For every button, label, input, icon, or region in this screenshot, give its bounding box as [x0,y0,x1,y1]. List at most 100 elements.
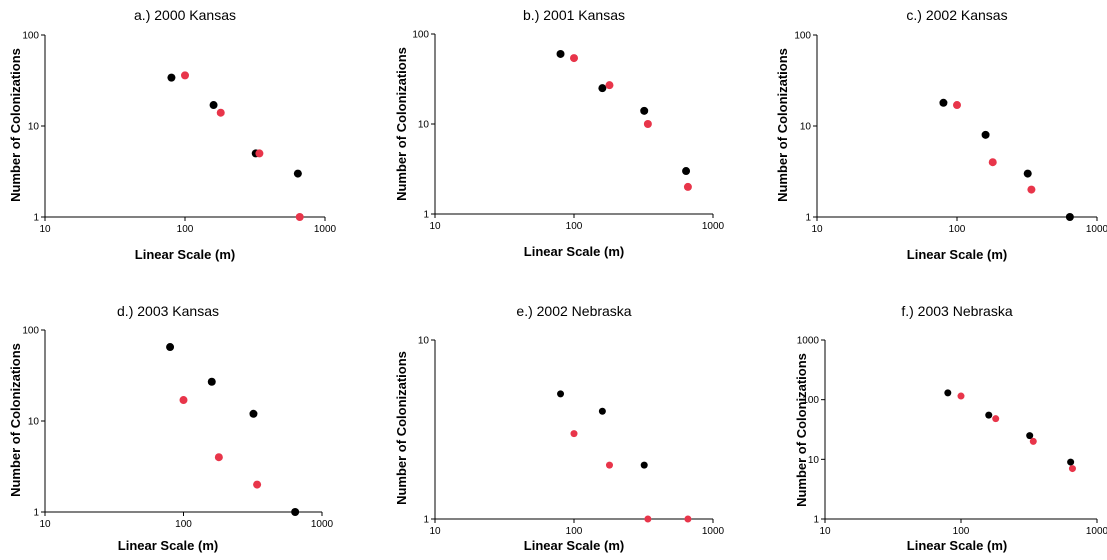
y-tick-label: 10 [808,455,820,466]
data-point-red [295,213,304,221]
data-point-red [214,453,223,462]
data-point-black [598,84,607,93]
data-point-red [1029,437,1037,445]
data-point-black [682,167,691,176]
data-point-black [166,343,175,352]
y-axis-label: Number of Colonizations [794,353,809,507]
x-tick-label: 100 [566,526,583,537]
chart-panel-a: a.) 2000 Kansas Linear Scale (m) Number … [8,7,337,262]
chart-title: a.) 2000 Kansas [134,7,236,23]
data-point-red [181,71,189,80]
chart-panel-e: e.) 2002 Nebraska Linear Scale (m) Numbe… [394,303,725,553]
data-point-red [216,108,225,117]
x-tick-label: 10 [819,526,831,537]
y-axis-label: Number of Colonizations [394,351,409,505]
x-axis-label: Linear Scale (m) [524,538,624,553]
data-point-red [957,392,965,400]
y-tick-label: 1 [423,515,429,526]
y-axis-label: Number of Colonizations [394,47,409,201]
x-tick-label: 10 [429,526,441,537]
data-point-red [605,81,614,90]
data-point-black [1067,458,1075,466]
data-point-black [985,411,993,419]
data-point-red [643,120,652,128]
chart-title: d.) 2003 Kansas [117,303,219,319]
data-point-black [207,377,216,386]
data-point-black [1065,213,1074,221]
data-point-black [981,130,990,139]
data-point-black [167,73,176,82]
x-tick-label: 1000 [1086,224,1107,235]
y-tick-label: 100 [22,31,39,42]
y-tick-label: 10 [418,120,430,131]
data-point-red [644,515,652,523]
x-tick-label: 10 [429,221,441,232]
x-tick-label: 1000 [702,221,725,232]
y-tick-label: 1 [805,213,811,224]
data-point-red [255,149,264,158]
data-point-red [570,430,578,438]
data-point-red [684,515,692,523]
data-point-black [293,169,302,178]
x-tick-label: 100 [566,221,583,232]
y-tick-label: 100 [22,326,39,337]
x-axis-label: Linear Scale (m) [118,538,218,553]
data-point-black [1026,432,1034,440]
data-point-red [179,396,188,405]
x-tick-label: 100 [953,526,970,537]
data-point-black [939,98,948,107]
x-tick-label: 1000 [1086,526,1107,537]
x-tick-label: 100 [949,224,966,235]
y-tick-label: 1 [813,515,819,526]
x-tick-label: 1000 [702,526,725,537]
y-tick-label: 100 [802,395,819,406]
data-point-red [605,461,613,469]
y-axis-label: Number of Colonizations [8,48,23,202]
data-point-red [1027,185,1036,194]
data-point-black [209,101,218,110]
chart-panel-f: f.) 2003 Nebraska Linear Scale (m) Numbe… [794,303,1107,553]
x-tick-label: 10 [39,519,51,530]
y-axis-label: Number of Colonizations [775,48,790,202]
y-tick-label: 1 [423,210,429,221]
data-point-black [249,409,258,418]
x-tick-label: 100 [175,519,192,530]
y-tick-label: 100 [412,30,429,41]
data-point-black [291,508,300,516]
y-tick-label: 1000 [797,336,820,347]
y-tick-label: 10 [28,417,40,428]
data-point-black [640,461,648,469]
data-point-black [640,106,649,115]
data-point-black [944,389,952,397]
y-tick-label: 10 [28,122,40,133]
x-axis-label: Linear Scale (m) [135,247,235,262]
chart-panel-b: b.) 2001 Kansas Linear Scale (m) Number … [394,7,725,259]
data-point-black [557,390,565,398]
y-tick-label: 1 [33,508,39,519]
y-tick-label: 100 [794,31,811,42]
x-tick-label: 1000 [314,224,337,235]
x-tick-label: 10 [39,224,51,235]
x-axis-label: Linear Scale (m) [907,247,1007,262]
x-axis-label: Linear Scale (m) [907,538,1007,553]
data-point-black [1023,169,1032,178]
data-point-black [598,407,606,415]
data-point-red [988,158,997,167]
data-point-red [1068,465,1076,473]
chart-title: e.) 2002 Nebraska [516,303,631,319]
x-axis-label: Linear Scale (m) [524,244,624,259]
data-point-black [556,49,565,58]
chart-panel-d: d.) 2003 Kansas Linear Scale (m) Number … [8,303,334,553]
chart-title: c.) 2002 Kansas [906,7,1007,23]
data-point-red [683,182,692,191]
chart-title: b.) 2001 Kansas [523,7,625,23]
y-tick-label: 1 [33,213,39,224]
y-tick-label: 10 [418,336,430,347]
